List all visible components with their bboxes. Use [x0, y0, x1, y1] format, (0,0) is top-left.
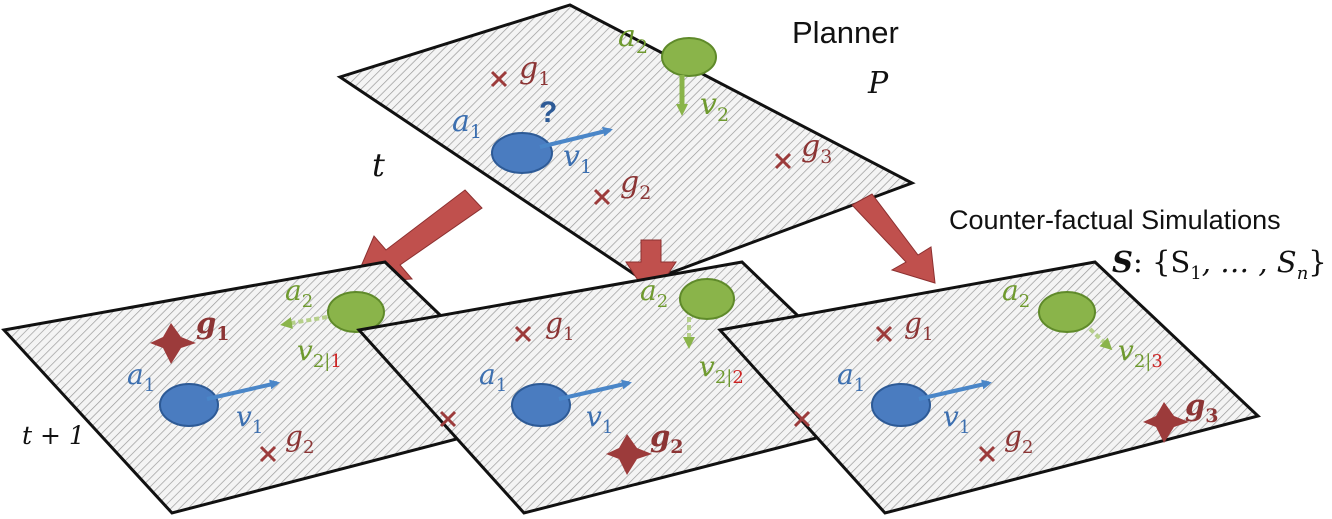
planner-title: Planner [792, 15, 899, 50]
planner-board: ? a1 v1 a2 v2 g1 g2 g3 [336, 3, 936, 301]
label-a2: a2 [618, 19, 648, 58]
sim-1-agent-a2 [327, 291, 385, 333]
sim-1-agent-a1 [159, 383, 219, 427]
goal-marker-g1 [490, 70, 508, 88]
sim-3-label-goal-c: g3 [1185, 388, 1219, 427]
sim-2-label-goal-a: g1 [545, 307, 574, 345]
sim-3-velocity-v1 [918, 379, 992, 401]
sim-3-plane [717, 260, 1261, 515]
sim-1-goal-star-g1 [150, 323, 196, 364]
sim-3-label-a2: a2 [1002, 274, 1030, 312]
sim-1-label-v2: v2|1 [297, 334, 342, 372]
sim-3-goal-marker-g1 [875, 325, 893, 343]
velocity-v1-arrow [539, 126, 613, 149]
sim-2-label-a1: a1 [479, 358, 507, 396]
simulations-set: S: {S1, … , Sn} [1112, 245, 1327, 284]
time-label-t-plus-1: t + 1 [22, 421, 85, 450]
planner-symbol: P [867, 66, 889, 101]
sim-3-label-a1: a1 [837, 358, 865, 396]
arrow-to-sim-3 [851, 193, 936, 284]
simulations-title: Counter-factual Simulations [949, 205, 1281, 235]
sim-1-label-v1: v1 [236, 400, 263, 438]
time-label-t: t [372, 146, 385, 184]
sim-2-velocity-v1 [558, 379, 632, 401]
sim-3-label-v1: v1 [943, 400, 970, 438]
sim-3-label-v2: v2|3 [1118, 334, 1163, 372]
sim-3-label-goal-a: g1 [904, 307, 933, 345]
sim-2-label-a2: a2 [640, 274, 668, 312]
planner-plane [336, 3, 916, 284]
goal-marker-g2 [593, 188, 611, 206]
sim-1-label-goal-a: g1 [196, 306, 230, 345]
goal-marker-g3 [774, 152, 792, 170]
simulation-board-3: a1 v1 a2 v2|3 g1 g2 g3 [717, 260, 1261, 515]
sim-1-label-a1: a1 [127, 358, 155, 396]
label-g1: g1 [519, 51, 550, 90]
sim-3-hidden-goal-marker [793, 410, 811, 428]
sim-3-goal-star-g3 [1143, 402, 1189, 443]
sim-1-velocity-v1 [206, 379, 280, 401]
sim-3-goal-marker-g2 [978, 445, 996, 463]
sim-3-label-goal-b: g2 [1004, 420, 1033, 458]
label-a1: a1 [452, 104, 482, 143]
sim-2-label-v2: v2|2 [699, 350, 744, 388]
sim-1-velocity-v2 [280, 315, 328, 329]
sim-2-agent-a2 [679, 278, 735, 320]
sim-1-goal-marker-g2 [259, 445, 277, 463]
sim-3-agent-a2 [1038, 291, 1096, 333]
sim-3-agent-a1 [871, 383, 931, 427]
sim-2-label-goal-b: g2 [650, 419, 684, 458]
planner-to-sim-arrows [353, 189, 936, 301]
label-g2: g2 [620, 165, 651, 204]
agent-a1-circle [491, 132, 553, 174]
label-v2: v2 [700, 87, 729, 126]
sim-2-agent-a1 [511, 383, 571, 427]
sim-2-label-v1: v1 [586, 400, 613, 438]
sim-1-label-goal-b: g2 [285, 420, 314, 458]
sim-3-velocity-v2 [1088, 327, 1113, 351]
sim-1-label-a2: a2 [285, 274, 313, 312]
question-mark: ? [539, 96, 557, 129]
sim-2-goal-star-g2 [606, 434, 652, 475]
label-g3: g3 [801, 129, 832, 168]
sim-2-hidden-goal-marker [439, 410, 457, 428]
label-v1: v1 [563, 139, 592, 178]
agent-a2-circle [661, 37, 717, 77]
sim-2-goal-marker-g1 [514, 325, 532, 343]
